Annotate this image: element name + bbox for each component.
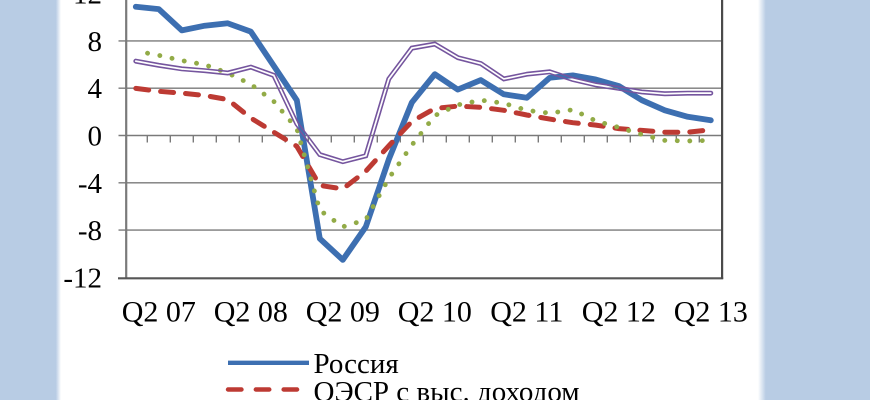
svg-text:4: 4: [88, 73, 103, 105]
svg-text:Q2 11: Q2 11: [490, 296, 563, 329]
svg-text:Q2 08: Q2 08: [214, 296, 288, 329]
svg-text:12: 12: [73, 0, 102, 11]
svg-text:-12: -12: [63, 262, 102, 294]
svg-text:-4: -4: [78, 168, 103, 200]
svg-text:Q2 09: Q2 09: [306, 296, 380, 329]
svg-text:0: 0: [88, 121, 103, 153]
svg-text:-8: -8: [78, 215, 102, 247]
svg-text:8: 8: [88, 26, 103, 58]
svg-text:Россия: Россия: [314, 348, 399, 380]
svg-text:Q2 12: Q2 12: [582, 296, 656, 329]
svg-text:Q2 07: Q2 07: [122, 296, 196, 329]
svg-text:Q2 13: Q2 13: [674, 296, 748, 329]
svg-text:Q2 10: Q2 10: [398, 296, 472, 329]
svg-text:ОЭСР с выс. доходом: ОЭСР с выс. доходом: [314, 376, 580, 400]
